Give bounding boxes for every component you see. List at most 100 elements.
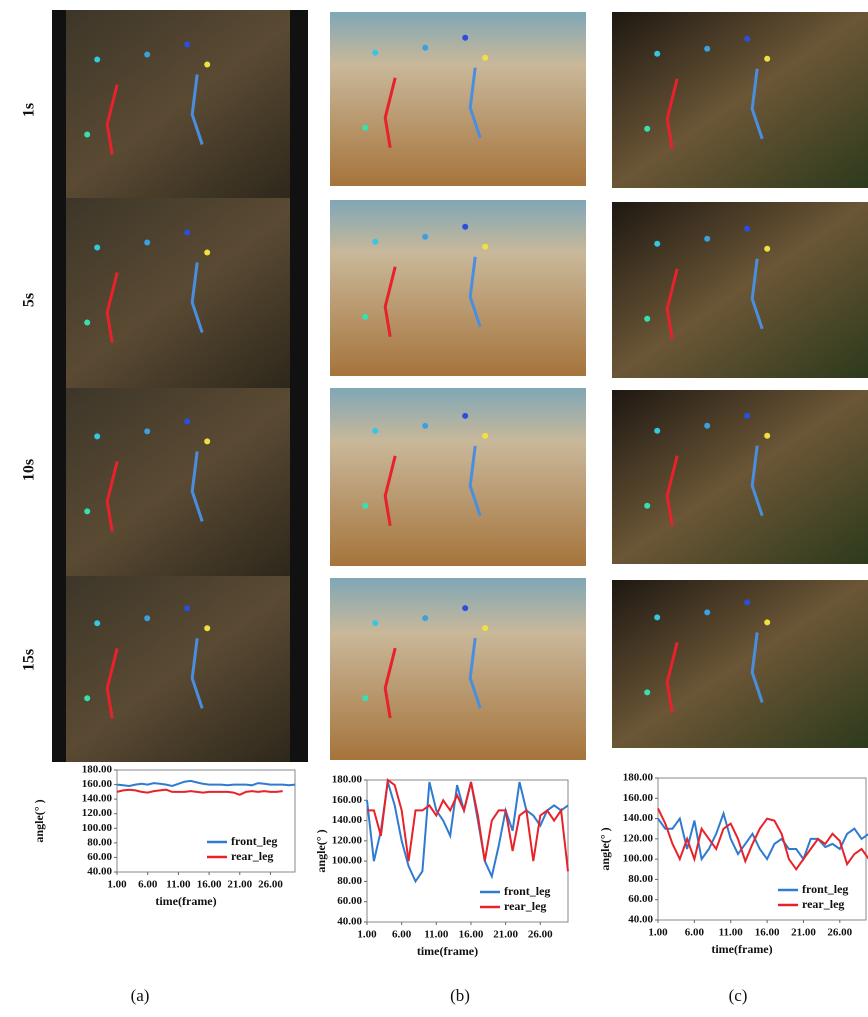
x-tick-label: 11.00: [719, 927, 744, 939]
keypoint: [744, 599, 750, 605]
photo: [52, 388, 308, 576]
keypoint: [422, 234, 428, 240]
keypoint: [462, 224, 468, 230]
keypoint: [744, 226, 750, 232]
chart: 40.0060.0080.00100.00120.00140.00160.001…: [32, 764, 295, 908]
photo: [330, 578, 586, 760]
keypoint: [764, 619, 770, 625]
keypoint: [764, 433, 770, 439]
keypoint: [654, 428, 660, 434]
x-tick-label: 6.00: [685, 927, 705, 939]
keypoint: [184, 605, 190, 611]
y-tick-label: 40.00: [337, 916, 362, 928]
photo: [612, 580, 868, 748]
y-tick-label: 160.00: [332, 794, 363, 806]
film-edge: [290, 10, 308, 762]
y-tick-label: 100.00: [82, 822, 113, 834]
keypoint: [654, 51, 660, 57]
photo-panels: 1s5s10s15s: [21, 10, 868, 762]
x-tick-label: 1.00: [357, 929, 377, 941]
x-tick-label: 26.00: [258, 879, 283, 891]
panel-label: (c): [729, 986, 748, 1005]
photo: [52, 10, 308, 200]
row-label: 1s: [21, 103, 38, 117]
y-tick-label: 100.00: [623, 853, 654, 865]
figure: 1s5s10s15s 40.0060.0080.00100.00120.0014…: [0, 0, 868, 1017]
row-label: 10s: [21, 459, 38, 481]
x-tick-label: 16.00: [459, 929, 484, 941]
y-tick-label: 120.00: [623, 832, 654, 844]
keypoint: [422, 423, 428, 429]
keypoint: [644, 316, 650, 322]
x-axis-title: time(frame): [155, 894, 216, 908]
x-axis-title: time(frame): [711, 942, 772, 956]
y-tick-label: 160.00: [623, 792, 654, 804]
y-tick-label: 60.00: [628, 893, 653, 905]
keypoint: [144, 52, 150, 58]
series-line: [367, 780, 568, 871]
y-tick-label: 40.00: [628, 914, 653, 926]
x-tick-label: 26.00: [827, 927, 852, 939]
keypoint: [184, 230, 190, 236]
x-tick-label: 11.00: [424, 929, 449, 941]
y-tick-label: 180.00: [623, 772, 654, 784]
chart: 40.00 60.00 80.00 100.00 120.00 140.00 160.00 1…: [314, 774, 568, 958]
keypoint: [204, 625, 210, 631]
x-tick-label: 1.00: [107, 879, 127, 891]
photo: [52, 576, 308, 762]
series-line: [117, 781, 295, 786]
keypoint: [204, 62, 210, 68]
keypoint: [462, 413, 468, 419]
y-axis-title: angle(° ): [598, 827, 612, 870]
keypoint: [144, 240, 150, 246]
keypoint: [84, 695, 90, 701]
keypoint: [422, 45, 428, 51]
y-tick-label: 140.00: [332, 814, 363, 826]
y-tick-label: 80.00: [337, 875, 362, 887]
keypoint: [184, 42, 190, 48]
y-tick-label: 180.00: [332, 774, 363, 786]
keypoint: [704, 46, 710, 52]
keypoint: [184, 418, 190, 424]
y-tick-label: 40.00: [87, 866, 112, 878]
y-tick-label: 120.00: [332, 834, 363, 846]
keypoint: [362, 314, 368, 320]
keypoint: [764, 56, 770, 62]
keypoint: [362, 125, 368, 131]
keypoint: [84, 132, 90, 138]
keypoint: [84, 320, 90, 326]
legend-label: rear_leg: [231, 849, 273, 863]
x-tick-label: 21.00: [791, 927, 816, 939]
x-tick-label: 21.00: [493, 929, 518, 941]
y-tick-label: 140.00: [623, 812, 654, 824]
keypoint: [654, 241, 660, 247]
y-tick-label: 60.00: [337, 895, 362, 907]
row-label: 15s: [21, 649, 38, 671]
keypoint: [644, 126, 650, 132]
keypoint: [654, 614, 660, 620]
keypoint: [482, 433, 488, 439]
y-tick-label: 160.00: [82, 778, 113, 790]
keypoint: [94, 245, 100, 251]
y-tick-label: 60.00: [87, 851, 112, 863]
keypoint: [462, 605, 468, 611]
photo: [330, 388, 586, 566]
y-tick-label: 100.00: [332, 855, 363, 867]
keypoint: [764, 246, 770, 252]
charts: 40.00 60.00 80.00 100.00 120.00 140.00 160.00 1…: [32, 764, 868, 1005]
y-tick-label: 140.00: [82, 793, 113, 805]
keypoint: [204, 438, 210, 444]
keypoint: [144, 428, 150, 434]
keypoint: [84, 508, 90, 514]
keypoint: [362, 695, 368, 701]
keypoint: [482, 244, 488, 250]
keypoint: [372, 239, 378, 245]
y-tick-label: 120.00: [82, 807, 113, 819]
keypoint: [744, 413, 750, 419]
panel-label: (b): [450, 986, 470, 1005]
legend-label: front_leg: [802, 882, 848, 896]
film-edge: [52, 10, 66, 762]
y-axis-title: angle(° ): [314, 829, 328, 872]
x-tick-label: 6.00: [138, 879, 158, 891]
x-tick-label: 21.00: [227, 879, 252, 891]
